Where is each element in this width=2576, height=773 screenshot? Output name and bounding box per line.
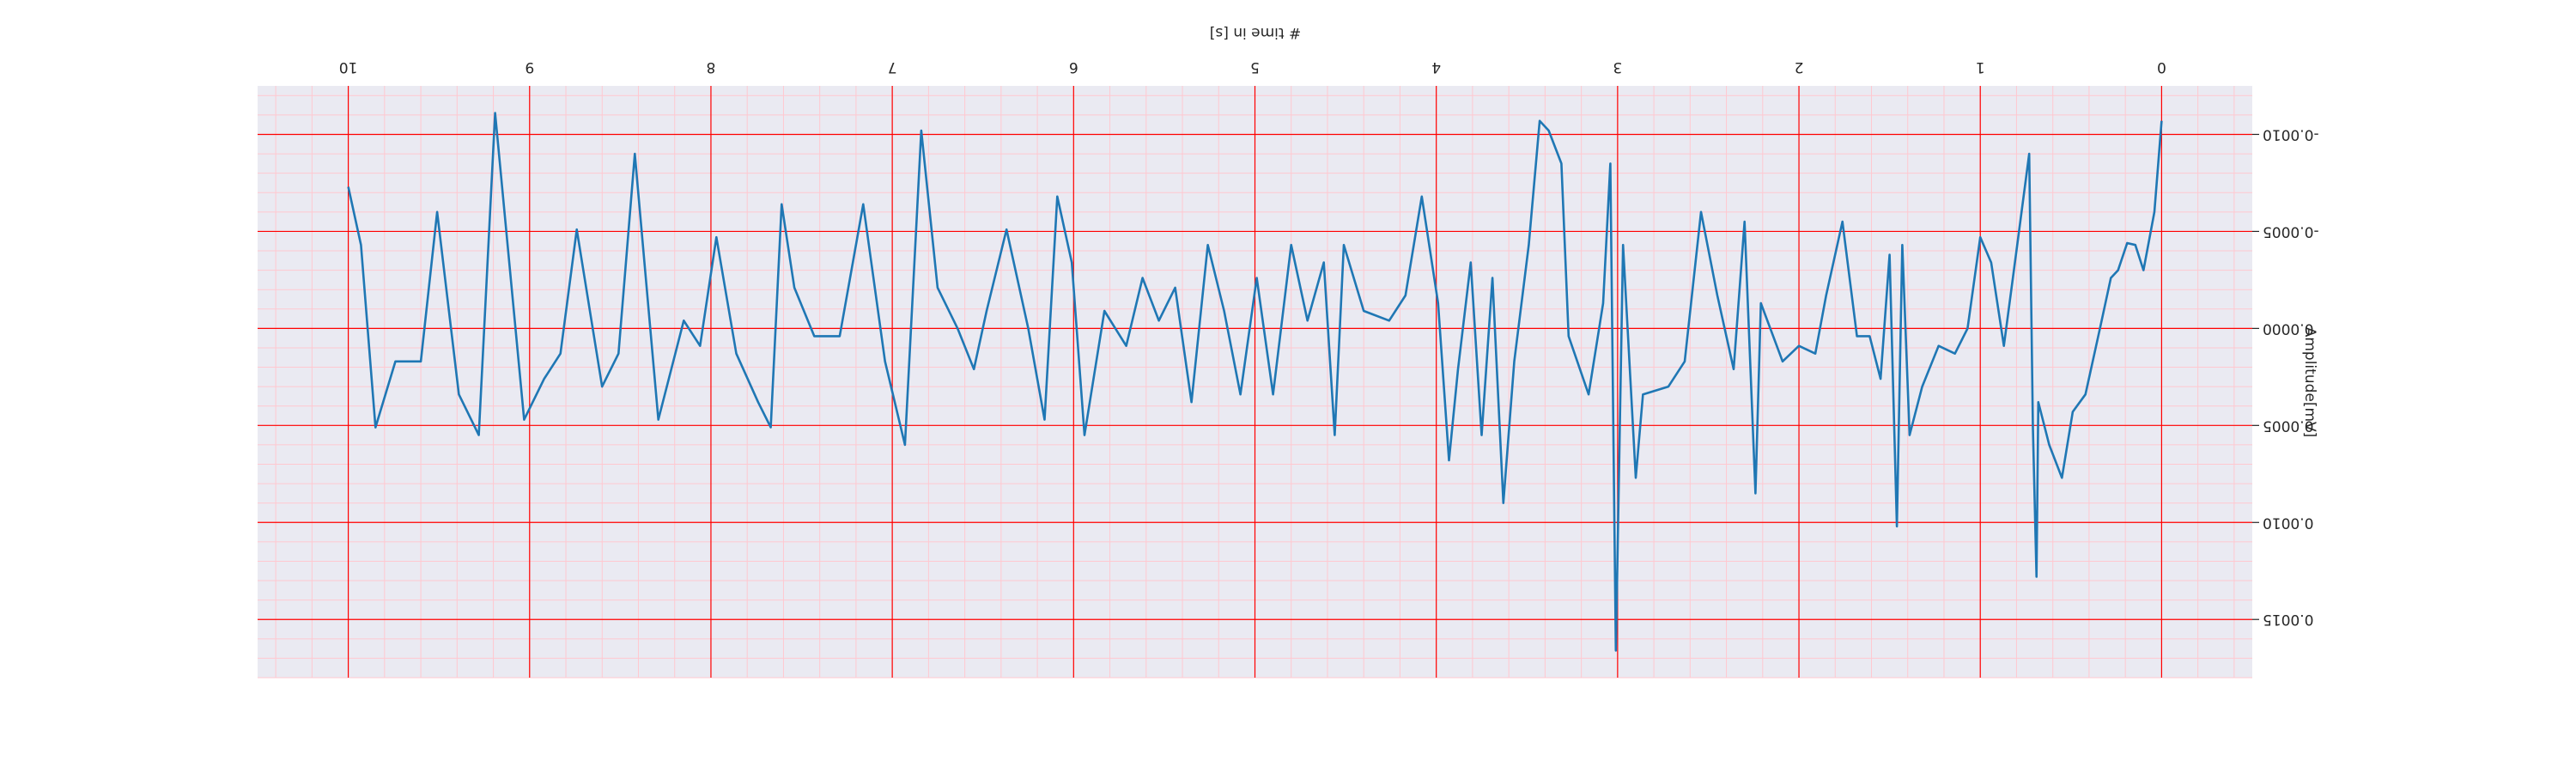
y-tick-label: 0.0015 [2263,611,2313,628]
y-tick-label: 0.0010 [2263,514,2313,531]
major-grid: 0 1 2 3 4 5 6 7 8 9 10 -0.0010 -0.0005 0.0000 0.0005 0.… [258,58,2319,678]
x-tick-label: 1 [1976,58,1985,76]
x-tick-label: 8 [707,58,716,76]
x-tick-label: 6 [1069,58,1078,76]
x-tick-label: 2 [1795,58,1804,76]
x-axis-label: # time in [s] [1210,24,1301,41]
x-tick-label: 4 [1431,58,1441,76]
y-tick-label: -0.0005 [2263,222,2319,240]
marks [347,112,2163,652]
y-tick-label: 0.0000 [2263,320,2313,337]
y-tick-label: 0.0005 [2263,417,2313,434]
x-tick-label: 7 [888,58,897,76]
x-tick-label: 5 [1250,58,1260,76]
signal-line [347,112,2163,652]
y-tick-label: -0.0010 [2263,125,2319,143]
y-axis-label: Amplitude[mV] [2301,327,2318,438]
x-tick-label: 10 [339,58,358,76]
x-tick-label: 0 [2157,58,2166,76]
x-tick-label: 3 [1613,58,1622,76]
x-tick-label: 9 [525,58,534,76]
rotated-chart: 0 1 2 3 4 5 6 7 8 9 10 -0.0010 -0.0005 0.0000 0.0005 0.… [258,24,2319,679]
